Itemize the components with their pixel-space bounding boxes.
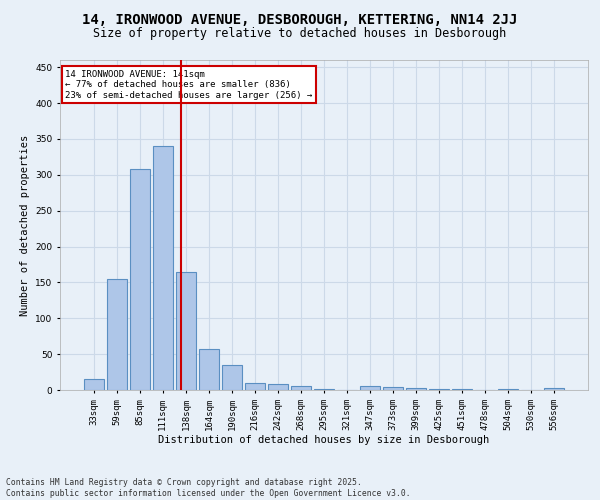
- Bar: [153, 146, 173, 390]
- Bar: [199, 349, 218, 390]
- Text: Size of property relative to detached houses in Desborough: Size of property relative to detached ho…: [94, 28, 506, 40]
- Text: 14, IRONWOOD AVENUE, DESBOROUGH, KETTERING, NN14 2JJ: 14, IRONWOOD AVENUE, DESBOROUGH, KETTERI…: [82, 12, 518, 26]
- X-axis label: Distribution of detached houses by size in Desborough: Distribution of detached houses by size …: [158, 436, 490, 446]
- Bar: [383, 387, 403, 390]
- Text: 14 IRONWOOD AVENUE: 141sqm
← 77% of detached houses are smaller (836)
23% of sem: 14 IRONWOOD AVENUE: 141sqm ← 77% of deta…: [65, 70, 313, 100]
- Bar: [291, 386, 311, 390]
- Bar: [107, 279, 127, 390]
- Text: Contains HM Land Registry data © Crown copyright and database right 2025.
Contai: Contains HM Land Registry data © Crown c…: [6, 478, 410, 498]
- Bar: [130, 169, 149, 390]
- Bar: [544, 388, 564, 390]
- Bar: [176, 272, 196, 390]
- Bar: [406, 388, 426, 390]
- Bar: [268, 384, 288, 390]
- Bar: [245, 383, 265, 390]
- Bar: [222, 365, 242, 390]
- Bar: [360, 386, 380, 390]
- Y-axis label: Number of detached properties: Number of detached properties: [20, 134, 29, 316]
- Bar: [84, 379, 104, 390]
